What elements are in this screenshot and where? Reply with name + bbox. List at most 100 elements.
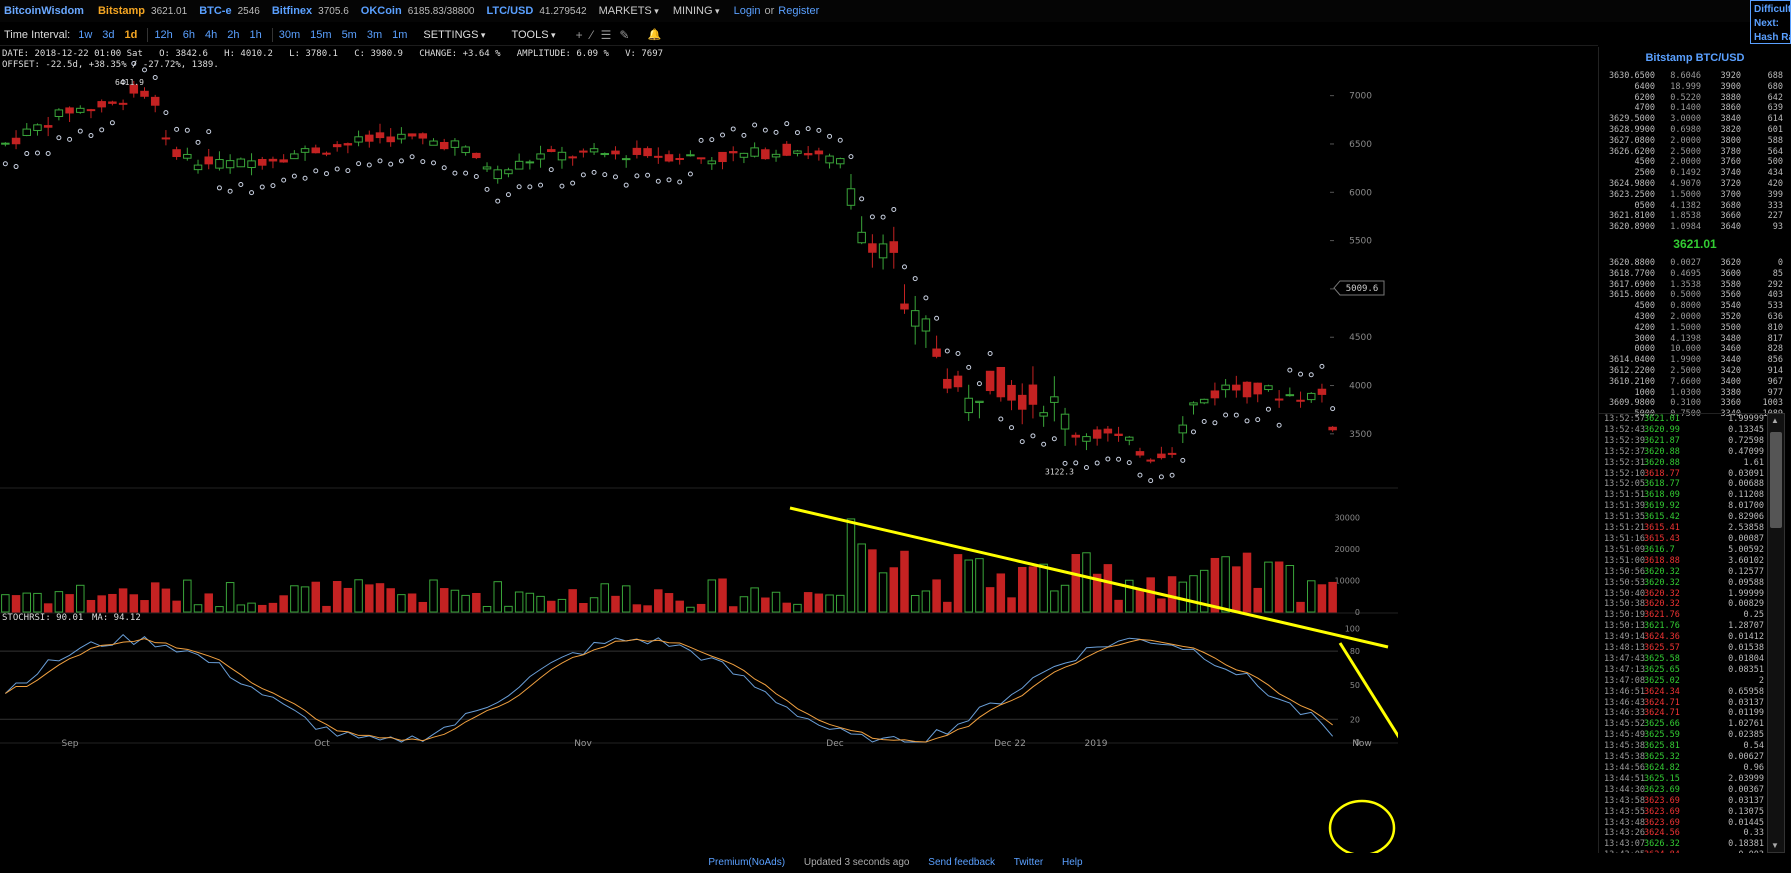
sar-dot bbox=[966, 364, 972, 370]
volume-bar bbox=[696, 603, 706, 613]
interval-4h[interactable]: 4h bbox=[205, 28, 218, 41]
interval-2h[interactable]: 2h bbox=[227, 28, 240, 41]
bid-sum-price: 3360 bbox=[1720, 398, 1741, 409]
ask-total: 93 bbox=[1772, 222, 1783, 233]
interval-1h[interactable]: 1h bbox=[249, 28, 262, 41]
interval-1w[interactable]: 1w bbox=[78, 28, 93, 41]
trade-price: 3618.77 bbox=[1644, 468, 1680, 479]
market-name[interactable]: Bitfinex bbox=[271, 5, 313, 17]
sar-dot bbox=[99, 127, 105, 133]
volume-bar bbox=[161, 588, 171, 613]
sar-dot bbox=[848, 154, 854, 160]
bid-amount: 1.5000 bbox=[1670, 322, 1701, 333]
volume-bar bbox=[407, 593, 417, 613]
market-name[interactable]: BTC-e bbox=[199, 5, 232, 17]
candle-body bbox=[343, 143, 353, 146]
bell-icon[interactable]: 🔔 bbox=[647, 29, 662, 41]
market-name[interactable]: OKCoin bbox=[360, 5, 402, 17]
twitter-link[interactable]: Twitter bbox=[1013, 857, 1044, 868]
interval-5m[interactable]: 5m bbox=[341, 28, 357, 41]
interval-3m[interactable]: 3m bbox=[366, 28, 383, 41]
volume-bar bbox=[985, 587, 995, 613]
market-okcoin[interactable]: OKCoin 6185.83/38800 bbox=[361, 5, 475, 17]
candle-body bbox=[386, 136, 395, 143]
sar-dot bbox=[431, 160, 437, 166]
sar-dot bbox=[1019, 439, 1025, 445]
help-link[interactable]: Help bbox=[1062, 857, 1083, 868]
register-link[interactable]: Register bbox=[778, 5, 820, 17]
pen-icon[interactable]: ✎ bbox=[619, 27, 630, 42]
candle-body bbox=[268, 158, 278, 162]
trade-amount: 0.00829 bbox=[1728, 599, 1764, 610]
tools-menu[interactable]: TOOLS bbox=[511, 29, 555, 41]
ask-amount: 2.0000 bbox=[1670, 135, 1701, 146]
trade-amount: 0.01412 bbox=[1728, 632, 1764, 643]
volume-bar bbox=[1274, 561, 1284, 613]
trades-scrollbar[interactable]: ▲ ▼ bbox=[1767, 413, 1785, 853]
difficulty-box[interactable]: Difficulty Next: Hash Rate bbox=[1750, 0, 1791, 44]
bid-row: 4300 2.0000 3520 636 bbox=[1599, 312, 1791, 323]
volume-bar bbox=[365, 584, 374, 613]
bid-row: 3614.0400 1.9900 3440 856 bbox=[1599, 355, 1791, 366]
ask-sum-price: 3740 bbox=[1720, 168, 1741, 179]
ask-price: 3624.9800 bbox=[1608, 178, 1655, 189]
scroll-down-icon[interactable]: ▼ bbox=[1771, 841, 1779, 850]
mining-menu[interactable]: MINING bbox=[673, 5, 720, 17]
price-tick-label: 4000 bbox=[1349, 382, 1372, 392]
trade-amount: 3.60102 bbox=[1728, 555, 1764, 566]
interval-3d[interactable]: 3d bbox=[102, 28, 115, 41]
interval-30m[interactable]: 30m bbox=[278, 28, 301, 41]
ask-sum-price: 3860 bbox=[1720, 103, 1741, 114]
trade-time: 13:43:05 bbox=[1604, 850, 1645, 853]
sar-dot bbox=[1062, 460, 1068, 466]
candle-body bbox=[836, 158, 845, 165]
premium-link[interactable]: Premium(NoAds) bbox=[708, 857, 786, 868]
sar-dot bbox=[77, 128, 83, 134]
sar-dot bbox=[709, 137, 715, 143]
interval-6h[interactable]: 6h bbox=[182, 28, 195, 41]
ask-amount: 1.0984 bbox=[1670, 222, 1701, 233]
line-icon[interactable]: ⁄ bbox=[590, 27, 593, 42]
footer: Premium(NoAds) Updated 3 seconds ago Sen… bbox=[0, 857, 1791, 873]
login-link[interactable]: Login bbox=[733, 5, 761, 17]
market-bitstamp[interactable]: Bitstamp 3621.01 bbox=[98, 5, 187, 17]
trades-list[interactable]: 13:52:57 3621.01 1.99999 13:52:43 3620.99 0.1… bbox=[1599, 413, 1767, 853]
interval-15m[interactable]: 15m bbox=[310, 28, 332, 41]
scroll-up-icon[interactable]: ▲ bbox=[1771, 416, 1779, 425]
scroll-thumb[interactable] bbox=[1770, 432, 1782, 528]
ask-sum-price: 3900 bbox=[1720, 81, 1741, 92]
interval-12h[interactable]: 12h bbox=[154, 28, 173, 41]
candle-body bbox=[846, 188, 856, 206]
market-name[interactable]: Bitstamp bbox=[97, 5, 146, 17]
market-btce[interactable]: BTC-e 2546 bbox=[199, 5, 260, 17]
volume-bar bbox=[878, 572, 888, 613]
brand-logo[interactable]: BitcoinWisdom bbox=[4, 5, 84, 17]
price-chart[interactable]: 7000 6500 6000 5500 50 0 0 4500 4000 3500 30000 200… bbox=[0, 47, 1398, 853]
markets-menu[interactable]: MARKETS bbox=[599, 5, 659, 17]
volume-bar bbox=[621, 585, 631, 613]
bid-sum-price: 3620 bbox=[1720, 257, 1741, 268]
feedback-link[interactable]: Send feedback bbox=[928, 857, 995, 868]
ask-amount: 0.1492 bbox=[1670, 168, 1701, 179]
trade-row: 13:49:14 3624.36 0.01412 bbox=[1599, 632, 1767, 643]
candle-body bbox=[782, 143, 791, 156]
volume-tick-label: 0 bbox=[1355, 608, 1360, 617]
ask-total: 614 bbox=[1767, 114, 1783, 125]
candle-body bbox=[225, 160, 235, 169]
settings-menu[interactable]: SETTINGS bbox=[423, 29, 485, 41]
market-name[interactable]: LTC/USD bbox=[486, 5, 534, 17]
fib-icon[interactable]: ☰ bbox=[600, 27, 612, 42]
sar-dot bbox=[1319, 363, 1325, 369]
market-bitfinex[interactable]: Bitfinex 3705.6 bbox=[272, 5, 349, 17]
crosshair-icon[interactable]: + bbox=[575, 27, 583, 42]
interval-1m[interactable]: 1m bbox=[392, 28, 408, 41]
x-axis-label: Dec 22 bbox=[994, 739, 1026, 749]
market-ltcusd[interactable]: LTC/USD 41.279542 bbox=[486, 5, 586, 17]
ask-row: 3624.9800 4.9070 3720 420 bbox=[1599, 179, 1791, 190]
volume-bar bbox=[1242, 552, 1252, 613]
sar-dot bbox=[495, 198, 501, 204]
volume-bar bbox=[868, 549, 877, 613]
volume-bar bbox=[771, 591, 781, 613]
interval-1d[interactable]: 1d bbox=[124, 28, 138, 41]
trade-price: 3621.01 bbox=[1644, 414, 1680, 424]
